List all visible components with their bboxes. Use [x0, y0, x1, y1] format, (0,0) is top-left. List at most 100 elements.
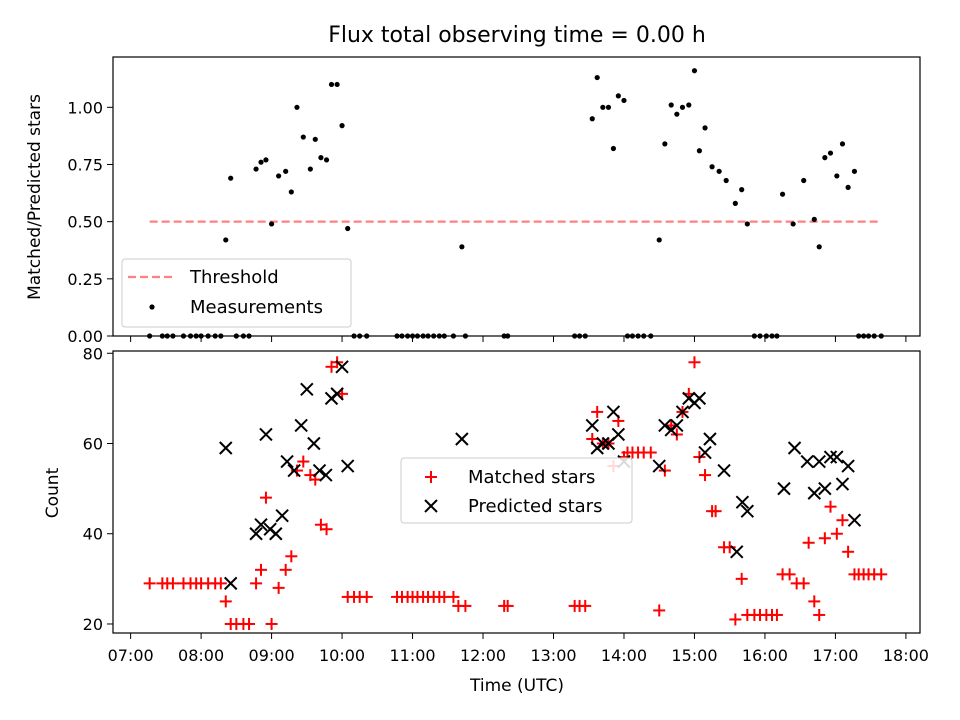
- measurement-point: [318, 155, 324, 161]
- predicted-star-point: [807, 486, 821, 500]
- matched-star-point: [875, 568, 888, 581]
- measurement-point: [691, 68, 698, 74]
- matched-star-point: [688, 356, 701, 369]
- measurement-point: [228, 175, 234, 181]
- matched-star-point: [447, 590, 460, 603]
- predicted-star-point: [254, 518, 268, 532]
- time-x-tick-label: 14:00: [601, 646, 647, 665]
- ratio-legend-box: [121, 258, 352, 328]
- ratio-y-axis-label: Matched/Predicted stars: [25, 94, 45, 300]
- measurement-point: [615, 93, 621, 99]
- matched-star-point: [723, 541, 736, 554]
- predicted-star-point: [812, 454, 826, 469]
- measurement-point: [656, 237, 662, 243]
- predicted-star-point: [585, 418, 599, 433]
- measurement-point: [723, 177, 729, 184]
- predicted-star-point: [596, 436, 610, 451]
- predicted-star-point: [269, 527, 283, 541]
- measurement-point: [851, 168, 858, 174]
- ratio-panel: Flux total observing time = 0.00 h Match…: [25, 23, 921, 346]
- matched-star-point: [808, 595, 821, 608]
- measurement-point: [268, 221, 275, 227]
- measurement-point: [744, 221, 750, 227]
- matched-star-point: [818, 532, 831, 545]
- predicted-legend-swatch: [424, 499, 438, 513]
- predicted-star-point: [287, 463, 301, 478]
- measurement-point: [801, 177, 807, 184]
- ratio-y-tick-label: 0.50: [67, 213, 103, 232]
- measurement-point: [716, 168, 722, 174]
- measurement-point: [790, 221, 796, 227]
- time-x-tick-label: 09:00: [249, 646, 295, 665]
- matched-star-point: [653, 604, 666, 617]
- measurement-point: [739, 187, 745, 193]
- count-plot-area: [143, 356, 888, 630]
- matched-star-point: [214, 577, 227, 590]
- measurement-point: [834, 173, 840, 179]
- matched-star-point: [143, 577, 156, 590]
- matched-legend-swatch: [425, 471, 437, 483]
- measurement-point: [253, 166, 259, 172]
- time-x-tick-label: 13:00: [530, 646, 576, 665]
- matched-star-point: [644, 446, 657, 459]
- predicted-star-point: [340, 459, 355, 473]
- matched-star-point: [842, 545, 855, 558]
- matched-star-point: [735, 572, 748, 585]
- measurement-point: [822, 155, 828, 161]
- measurement-point: [300, 134, 306, 140]
- measurement-point: [307, 166, 313, 172]
- ratio-axes-frame: [112, 56, 921, 337]
- measurement-point: [223, 237, 229, 243]
- measurement-point: [845, 184, 851, 190]
- matched-star-point: [699, 469, 712, 482]
- matched-star-point: [360, 590, 373, 603]
- measurement-point: [779, 191, 786, 197]
- time-x-tick-label: 11:00: [389, 646, 435, 665]
- matched-star-point: [797, 577, 810, 590]
- predicted-star-point: [735, 495, 750, 509]
- measurement-point: [621, 97, 627, 104]
- predicted-star-point: [335, 360, 349, 374]
- predicted-star-point: [692, 391, 707, 406]
- ratio-y-tick-label: 0.00: [67, 327, 103, 346]
- chart-title: Flux total observing time = 0.00 h: [328, 23, 706, 48]
- count-y-tick-label: 20: [83, 615, 103, 634]
- count-y-tick-label: 60: [83, 434, 103, 453]
- predicted-star-point: [698, 445, 712, 460]
- matched-star-point: [824, 500, 837, 513]
- matched-star-point: [591, 405, 604, 418]
- count-panel: Count Time (UTC) 20 40 60 80 07:00 08:00 09:00…: [43, 344, 929, 696]
- measurement-point: [323, 157, 330, 163]
- predicted-star-point: [830, 450, 844, 464]
- time-x-axis-label: Time (UTC): [469, 676, 564, 696]
- measurement-point: [605, 104, 612, 110]
- matched-star-point: [770, 608, 783, 621]
- time-x-tick-label: 15:00: [671, 646, 717, 665]
- measurement-point: [827, 150, 834, 156]
- predicted-star-point: [740, 504, 755, 518]
- measurement-point: [288, 189, 294, 195]
- count-y-tick-label: 40: [83, 525, 103, 544]
- measurement-point: [674, 111, 680, 117]
- count-axes-frame: [112, 350, 921, 634]
- measurement-point: [345, 225, 351, 232]
- measurement-point: [679, 104, 686, 110]
- measurement-point: [668, 102, 674, 108]
- predicted-star-point: [606, 405, 621, 419]
- matched-star-point: [219, 595, 232, 608]
- measurement-point: [594, 74, 600, 81]
- predicted-star-point: [717, 463, 731, 478]
- predicted-star-point: [300, 382, 314, 397]
- matched-star-point: [250, 577, 263, 590]
- predicted-star-point: [847, 513, 862, 527]
- matched-star-point: [272, 581, 285, 594]
- matched-star-point: [297, 455, 310, 468]
- measurement-point: [263, 157, 269, 163]
- time-x-tick-label: 10:00: [319, 646, 365, 665]
- measurement-point: [662, 141, 668, 147]
- measurements-legend-label: Measurements: [190, 297, 323, 318]
- time-x-tick-label: 17:00: [812, 646, 858, 665]
- predicted-star-point: [777, 481, 791, 496]
- count-y-tick-label: 80: [83, 344, 103, 363]
- measurement-point: [459, 244, 465, 250]
